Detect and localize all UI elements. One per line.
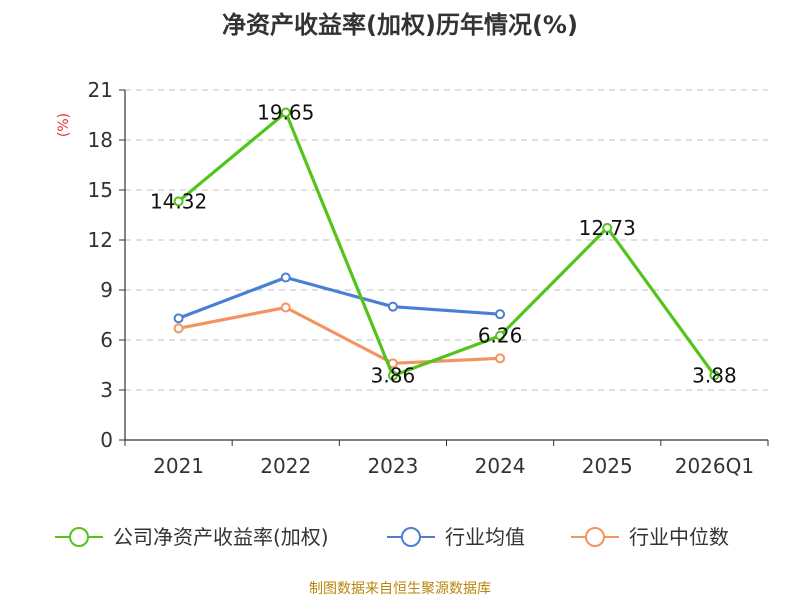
axes [119, 89, 769, 446]
data-point-0 [709, 370, 720, 381]
y-tick-label: 18 [88, 128, 113, 152]
y-tick-label: 12 [88, 228, 113, 252]
data-point-2 [173, 323, 184, 334]
x-tick-label: 2022 [260, 454, 311, 478]
source-note: 制图数据来自恒生聚源数据库 [309, 581, 491, 597]
y-axis-label: (%) [56, 113, 72, 137]
series-line-1 [177, 275, 502, 320]
chart-title: 净资产收益率(加权)历年情况(%) [222, 11, 578, 39]
series-group [173, 107, 720, 381]
x-tick-label: 2021 [153, 454, 204, 478]
data-point-0 [602, 222, 613, 233]
legend-label-1: 行业均值 [445, 525, 525, 549]
data-point-0 [173, 196, 184, 207]
grid-lines [125, 89, 768, 391]
data-point-0 [280, 107, 291, 118]
legend-marker-1 [401, 527, 421, 547]
tick-labels: 0 3 6 9 12 15 18 21 2021 2022 2023 2024 2025 2026Q1 [88, 78, 755, 478]
x-tick-label: 2023 [367, 454, 418, 478]
data-label: 3.88 [692, 363, 737, 387]
y-tick-label: 3 [100, 378, 113, 402]
series-line-2 [177, 305, 502, 365]
legend-marker-2 [585, 527, 605, 547]
legend-marker-0 [69, 527, 89, 547]
series-line-0 [177, 110, 716, 378]
legend: 公司净资产收益率(加权) 行业均值 行业中位数 [55, 525, 729, 549]
y-tick-label: 21 [88, 78, 113, 102]
data-label: 3.86 [371, 364, 416, 388]
data-point-1 [280, 272, 291, 283]
data-point-1 [173, 313, 184, 324]
y-tick-label: 6 [100, 328, 113, 352]
legend-label-0: 公司净资产收益率(加权) [113, 525, 329, 549]
data-label: 12.73 [579, 216, 636, 240]
data-point-2 [495, 353, 506, 364]
data-point-2 [280, 302, 291, 313]
data-point-0 [495, 330, 506, 341]
y-tick-label: 9 [100, 278, 113, 302]
data-point-1 [495, 309, 506, 320]
data-point-0 [387, 370, 398, 381]
x-tick-label: 2026Q1 [675, 454, 754, 478]
y-tick-label: 0 [100, 428, 113, 452]
data-labels: 14.32 19.65 3.86 6.26 12.73 3.88 [150, 101, 737, 388]
data-label: 6.26 [478, 324, 523, 348]
data-label: 19.65 [257, 101, 314, 125]
x-tick-label: 2025 [582, 454, 633, 478]
y-tick-label: 15 [88, 178, 113, 202]
data-label: 14.32 [150, 189, 207, 213]
data-point-1 [387, 301, 398, 312]
legend-label-2: 行业中位数 [629, 525, 729, 549]
x-tick-label: 2024 [475, 454, 526, 478]
